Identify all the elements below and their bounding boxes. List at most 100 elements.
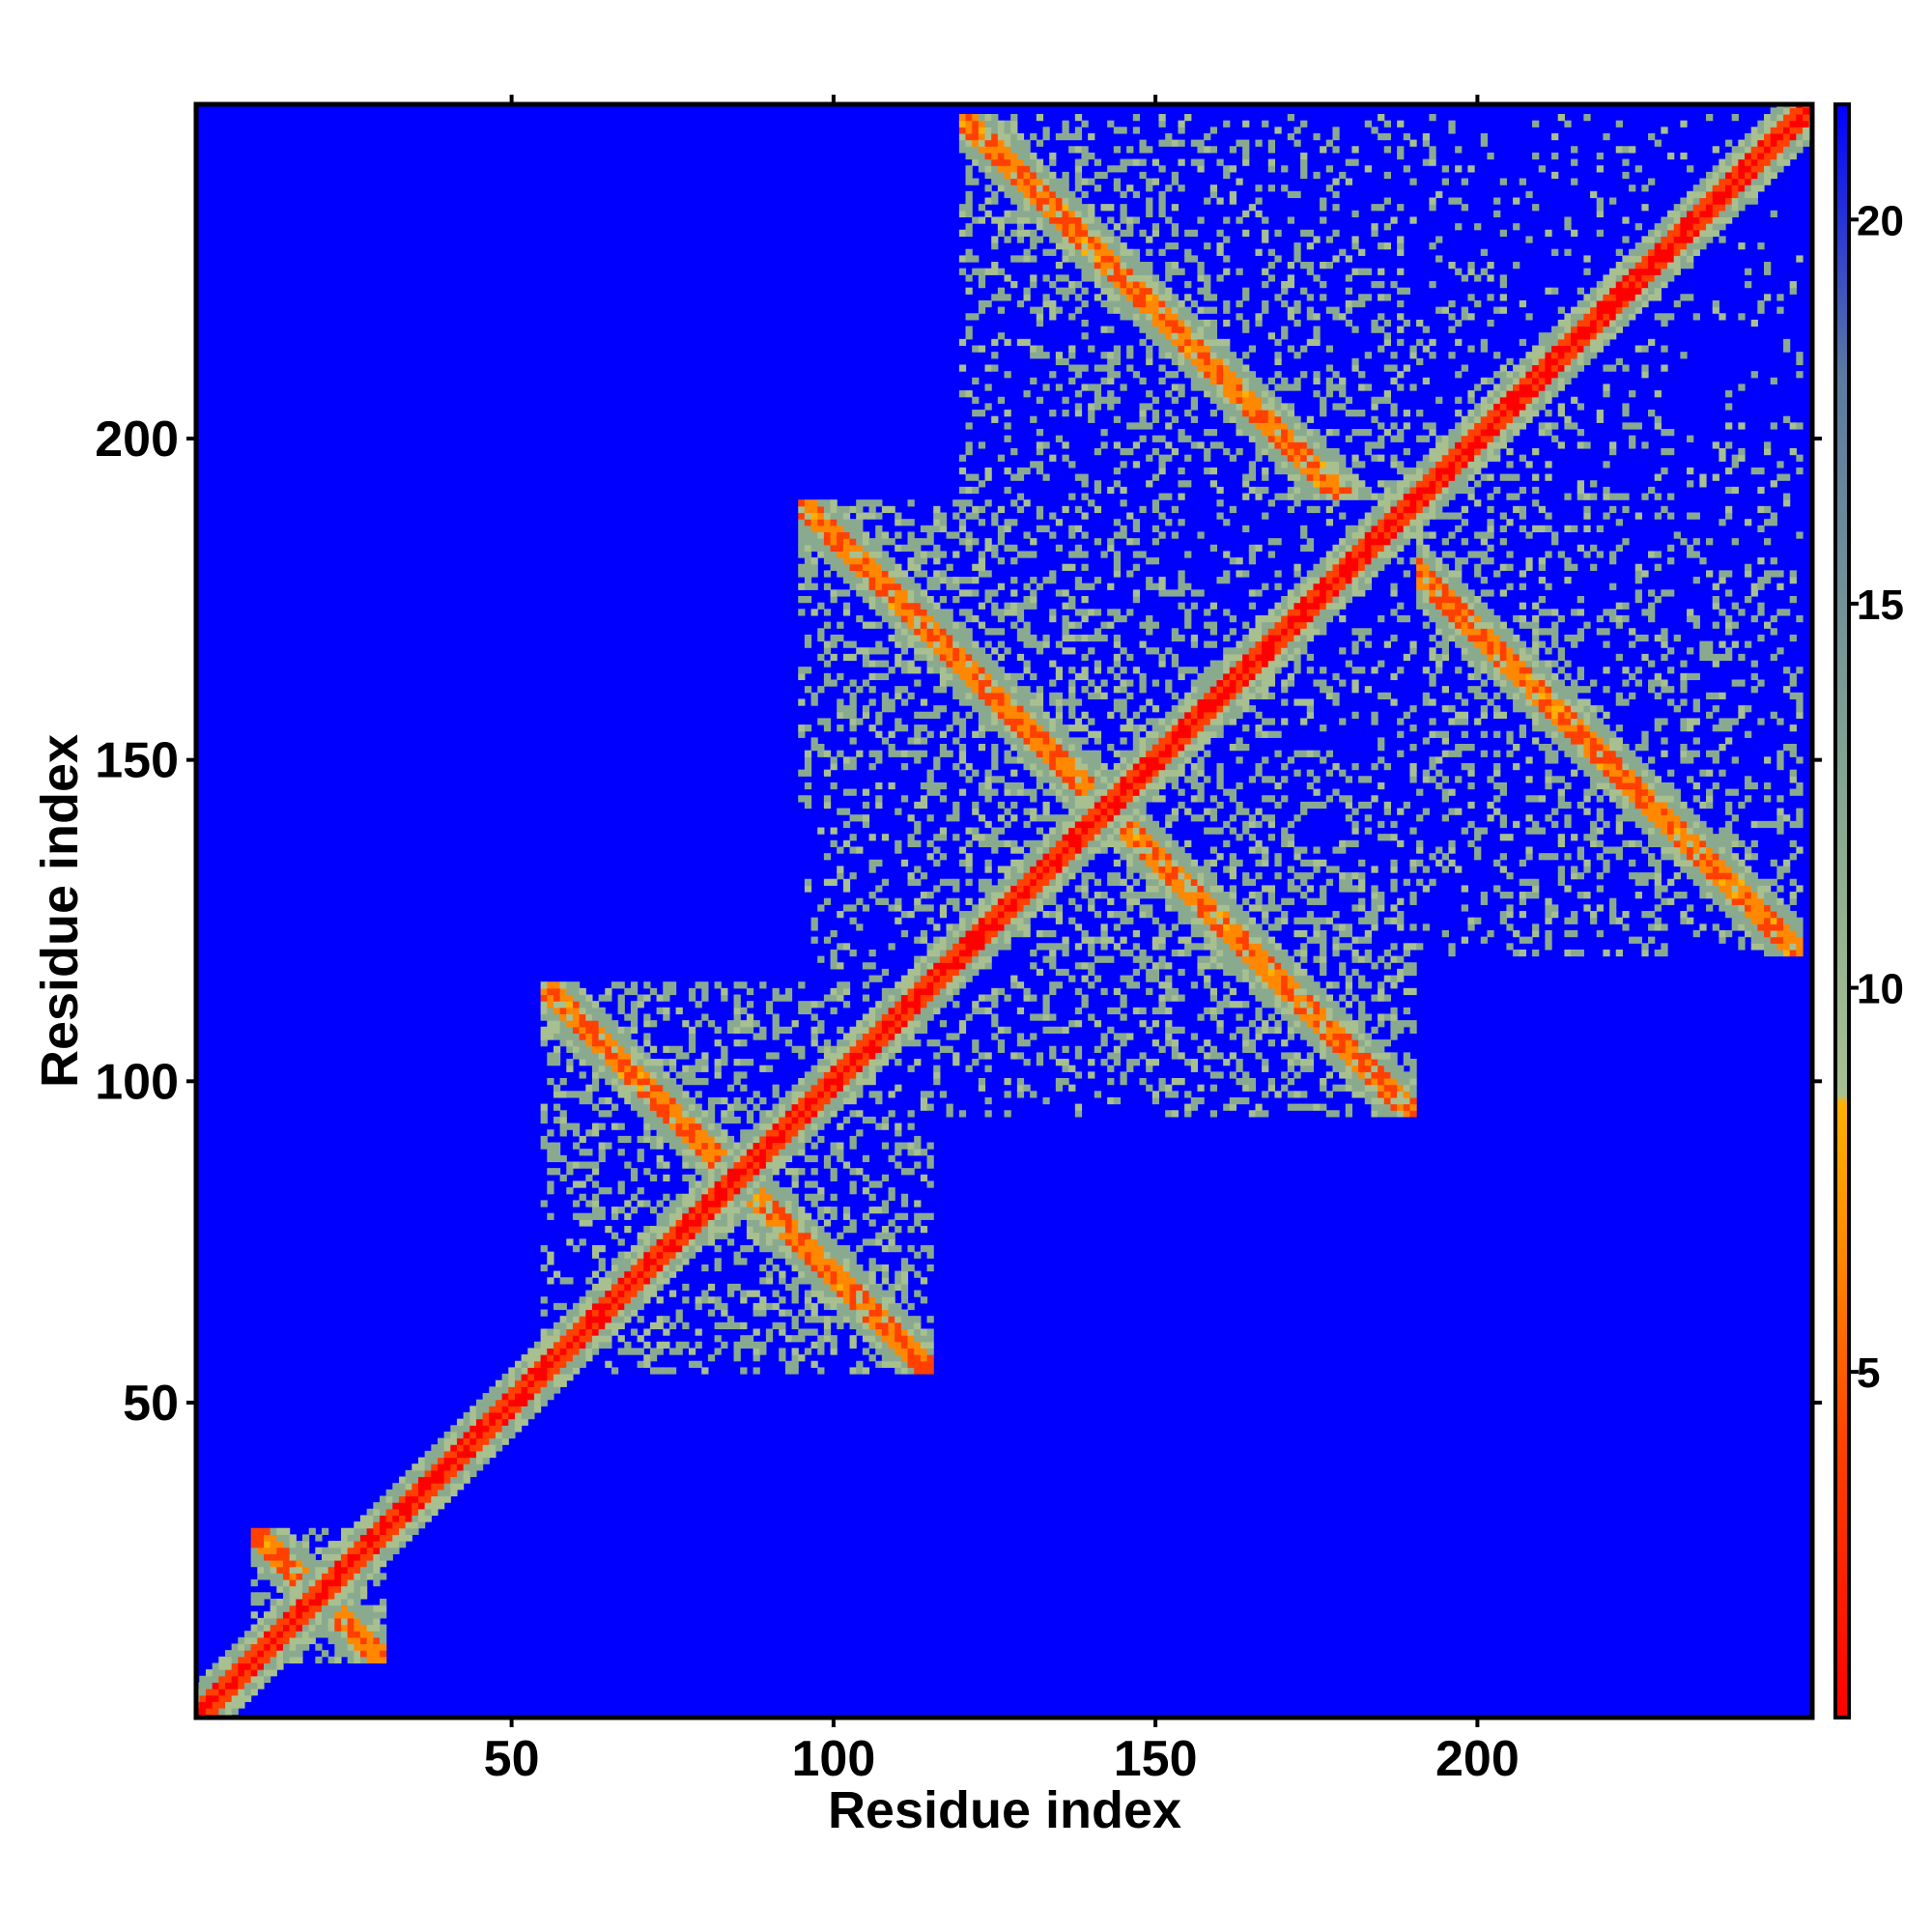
heat-cell	[881, 570, 890, 578]
heat-cell	[1049, 570, 1057, 578]
heat-cell	[456, 1450, 465, 1459]
heat-cell	[379, 1508, 387, 1517]
heat-cell	[791, 1251, 799, 1259]
heat-cell	[1081, 384, 1089, 391]
heat-cell	[585, 1096, 593, 1105]
heat-cell	[798, 1270, 806, 1278]
heat-cell	[321, 1617, 329, 1626]
heat-cell	[991, 609, 999, 616]
heat-cell	[830, 640, 838, 648]
heat-cell	[417, 1495, 426, 1503]
heat-cell	[238, 1650, 245, 1658]
heat-cell	[972, 255, 980, 263]
heat-cell	[707, 1354, 716, 1362]
heat-cell	[997, 538, 1006, 546]
heat-cell	[740, 1290, 748, 1297]
heat-cell	[714, 1348, 722, 1355]
heat-cell	[688, 1360, 696, 1368]
heat-cell	[649, 1103, 658, 1111]
heat-cell	[978, 814, 986, 822]
heat-cell	[997, 609, 1006, 616]
heat-cell	[907, 531, 915, 539]
heat-cell	[810, 1341, 818, 1350]
heat-cell	[881, 1007, 890, 1015]
heat-cell	[630, 1013, 639, 1021]
heat-cell	[817, 1045, 825, 1053]
heat-cell	[1088, 609, 1095, 616]
heat-cell	[308, 1560, 316, 1568]
heat-cell	[900, 667, 909, 674]
heat-cell	[823, 1116, 832, 1124]
heat-cell	[1049, 692, 1057, 700]
heat-cell	[238, 1662, 245, 1670]
heat-cell	[405, 1527, 412, 1535]
heat-cell	[862, 705, 870, 713]
heat-cell	[991, 415, 999, 423]
heat-cell	[366, 1547, 374, 1554]
heat-cell	[572, 1321, 581, 1330]
heat-cell	[1049, 410, 1057, 417]
heat-cell	[296, 1611, 303, 1619]
heat-cell	[875, 756, 883, 764]
heat-cell	[649, 1264, 658, 1272]
heat-cell	[900, 987, 909, 996]
heat-cell	[952, 1001, 960, 1009]
heat-cell	[888, 557, 895, 565]
heat-cell	[624, 1283, 632, 1292]
heat-cell	[1042, 801, 1050, 810]
heat-cell	[617, 1309, 625, 1317]
heat-cell	[804, 640, 812, 648]
heat-cell	[688, 994, 696, 1002]
heat-cell	[804, 582, 812, 590]
heat-cell	[1081, 781, 1089, 790]
heat-cell	[1004, 872, 1011, 880]
heat-cell	[868, 1026, 876, 1035]
heat-cell	[340, 1624, 349, 1632]
heat-cell	[914, 866, 922, 873]
heat-cell	[849, 834, 857, 841]
heat-cell	[1088, 242, 1095, 250]
heat-cell	[914, 1251, 922, 1259]
heat-cell	[315, 1573, 323, 1580]
heat-cell	[668, 1367, 677, 1375]
heat-cell	[946, 724, 953, 732]
heat-cell	[1004, 190, 1011, 199]
heat-cell	[837, 1277, 844, 1285]
heat-cell	[837, 1296, 844, 1304]
heat-cell	[914, 1135, 922, 1144]
heat-cell	[765, 1226, 774, 1234]
heat-cell	[920, 1174, 928, 1182]
heat-cell	[1049, 853, 1057, 861]
heat-cell	[842, 1116, 851, 1124]
heat-cell	[547, 1142, 554, 1150]
heat-cell	[643, 1238, 651, 1246]
heat-cell	[765, 1277, 774, 1285]
heat-cell	[849, 1078, 857, 1086]
heat-cell	[991, 512, 999, 520]
heat-cell	[668, 1129, 677, 1137]
heat-cell	[437, 1495, 445, 1503]
heat-cell	[1074, 525, 1083, 533]
heat-cell	[1004, 892, 1011, 899]
heat-cell	[668, 1244, 677, 1253]
heat-cell	[798, 1232, 806, 1239]
heat-cell	[643, 1244, 651, 1253]
heat-cell	[591, 1290, 600, 1297]
heat-cell	[649, 1207, 658, 1214]
heat-cell	[862, 1277, 870, 1285]
heat-cell	[469, 1437, 477, 1445]
heat-cell	[663, 1264, 670, 1272]
heat-cell	[649, 1244, 658, 1253]
heat-cell	[1088, 1013, 1095, 1021]
heat-cell	[842, 1001, 851, 1009]
heat-cell	[521, 1386, 528, 1394]
heat-cell	[514, 1360, 523, 1368]
heat-cell	[946, 577, 953, 584]
heat-cell	[881, 660, 890, 668]
heat-cell	[810, 698, 818, 706]
heat-cell	[933, 781, 941, 790]
heat-cell	[598, 1154, 606, 1163]
heat-cell	[823, 519, 832, 526]
heat-cell	[643, 1328, 651, 1336]
heat-cell	[553, 1335, 561, 1343]
